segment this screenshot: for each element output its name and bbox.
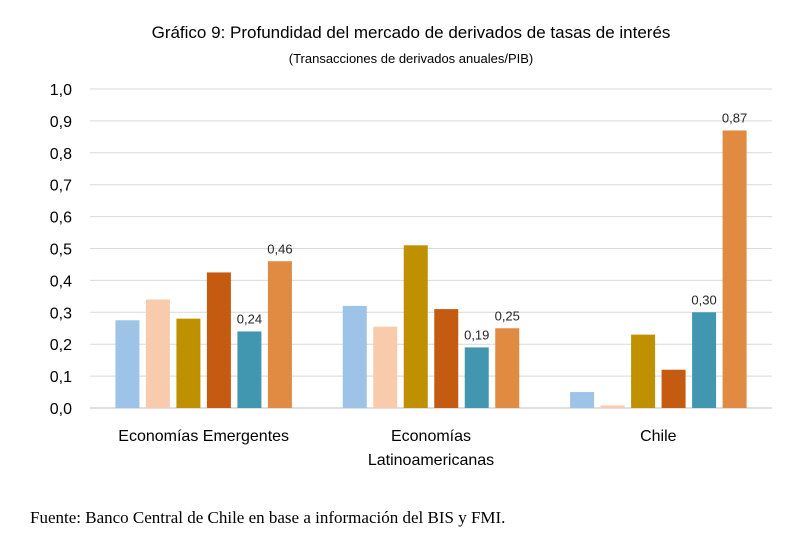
data-labels: 0,24 0,46 0,19 0,25 0,30 0,87 — [237, 110, 747, 342]
y-tick-label: 0,3 — [50, 305, 72, 322]
bar — [403, 245, 428, 408]
bar — [692, 312, 717, 408]
chart: Gráfico 9: Profundidad del mercado de de… — [50, 23, 772, 469]
bar — [722, 130, 747, 408]
bar — [600, 405, 625, 408]
y-tick-label: 0,9 — [50, 114, 72, 131]
bar — [373, 326, 398, 408]
bars — [115, 130, 747, 408]
bar — [176, 318, 201, 408]
y-tick-label: 0,0 — [50, 401, 72, 418]
bar — [495, 328, 520, 408]
bar — [434, 309, 459, 408]
y-axis-tick-labels: 0,0 0,1 0,2 0,3 0,4 0,5 0,6 0,7 0,8 0,9 1,0 — [50, 82, 72, 418]
chart-subtitle: (Transacciones de derivados anuales/PIB) — [289, 51, 533, 66]
x-category-label: Economías — [391, 428, 471, 445]
y-tick-label: 0,5 — [50, 242, 72, 259]
bar — [570, 392, 595, 408]
bar — [237, 331, 262, 408]
y-tick-label: 0,6 — [50, 210, 72, 227]
y-tick-label: 0,2 — [50, 337, 72, 354]
bar — [342, 305, 367, 408]
data-label: 0,87 — [722, 110, 747, 125]
chart-title: Gráfico 9: Profundidad del mercado de de… — [152, 23, 671, 42]
bar — [631, 334, 656, 408]
data-label: 0,19 — [464, 327, 489, 342]
source-note: Fuente: Banco Central de Chile en base a… — [30, 508, 506, 527]
x-category-label: Latinoamericanas — [368, 452, 494, 469]
y-tick-label: 0,8 — [50, 146, 72, 163]
y-tick-label: 0,7 — [50, 178, 72, 195]
data-label: 0,24 — [237, 311, 262, 326]
data-label: 0,46 — [267, 241, 292, 256]
y-tick-label: 1,0 — [50, 82, 72, 99]
bar — [115, 320, 140, 408]
x-axis-category-labels: Economías Emergentes Economías Latinoameri… — [118, 428, 676, 469]
bar — [206, 272, 231, 408]
data-label: 0,30 — [691, 292, 716, 307]
gridlines — [90, 88, 772, 409]
bar — [267, 261, 292, 408]
data-label: 0,25 — [495, 308, 520, 323]
bar — [661, 369, 686, 408]
bar — [145, 299, 170, 408]
x-category-label: Chile — [640, 428, 677, 445]
y-tick-label: 0,4 — [50, 273, 72, 290]
x-category-label: Economías Emergentes — [118, 428, 289, 445]
bar — [464, 347, 489, 408]
y-tick-label: 0,1 — [50, 369, 72, 386]
